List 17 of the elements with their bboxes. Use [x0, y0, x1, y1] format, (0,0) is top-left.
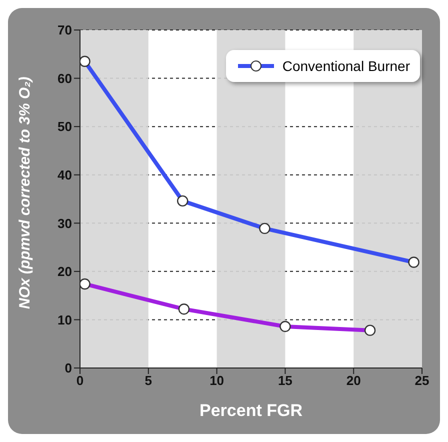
x-tick-label: 20 [346, 373, 361, 388]
legend-label: Conventional Burner [282, 58, 410, 74]
x-axis-title: Percent FGR [200, 401, 302, 420]
y-tick-label: 10 [58, 312, 72, 328]
y-tick-label: 70 [58, 22, 72, 38]
x-tick-label: 5 [144, 373, 152, 388]
x-tick-label: 15 [278, 373, 292, 388]
y-axis-title: NOx (ppmvd corrected to 3% O₂) [16, 76, 34, 309]
y-tick-label: 50 [58, 119, 72, 134]
y-tick-label: 30 [58, 216, 72, 231]
y-tick-label: 60 [58, 70, 72, 86]
y-tick-label: 40 [58, 167, 72, 182]
y-tick-label: 0 [64, 360, 72, 376]
y-tick-label: 20 [58, 264, 72, 280]
x-tick-label: 25 [414, 373, 430, 388]
x-tick-label: 0 [76, 373, 84, 388]
x-tick-label: 10 [210, 373, 224, 388]
